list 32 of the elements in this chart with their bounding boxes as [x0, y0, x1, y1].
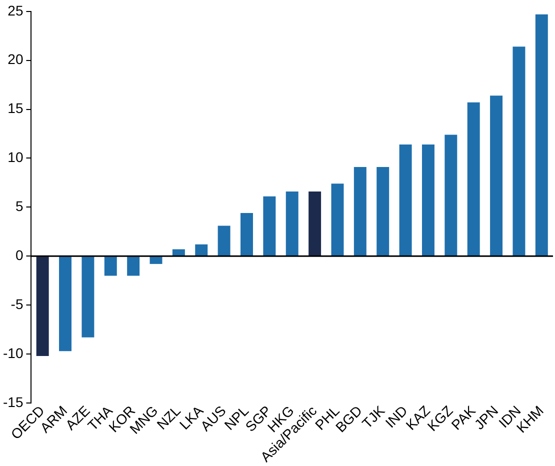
bar — [467, 102, 480, 256]
bar — [399, 144, 412, 256]
bar — [422, 144, 434, 256]
bar — [263, 196, 276, 256]
bar — [240, 213, 253, 256]
y-tick-label: 10 — [8, 149, 24, 166]
bar — [490, 96, 503, 256]
bar — [308, 192, 322, 256]
bar — [376, 167, 390, 256]
bar — [150, 256, 162, 264]
y-tick-label: -15 — [3, 394, 24, 410]
bar — [82, 256, 94, 338]
bar — [218, 226, 230, 256]
y-tick-label: -5 — [10, 296, 24, 312]
bar — [286, 192, 298, 256]
y-tick-label: -10 — [3, 344, 24, 361]
y-tick-label: 0 — [15, 246, 24, 263]
y-tick-label: 15 — [8, 100, 24, 116]
bar — [331, 184, 344, 256]
y-tick-label: 5 — [15, 198, 24, 214]
bar — [354, 167, 366, 256]
bar — [512, 46, 526, 256]
bar — [172, 249, 185, 256]
bar — [127, 256, 140, 276]
bar — [195, 244, 208, 256]
y-tick-label: 20 — [8, 51, 24, 68]
bar — [535, 14, 548, 256]
bar — [36, 256, 49, 356]
y-tick-label: 25 — [8, 2, 24, 18]
bar — [59, 256, 72, 352]
bar — [104, 256, 117, 276]
bar — [444, 134, 458, 256]
